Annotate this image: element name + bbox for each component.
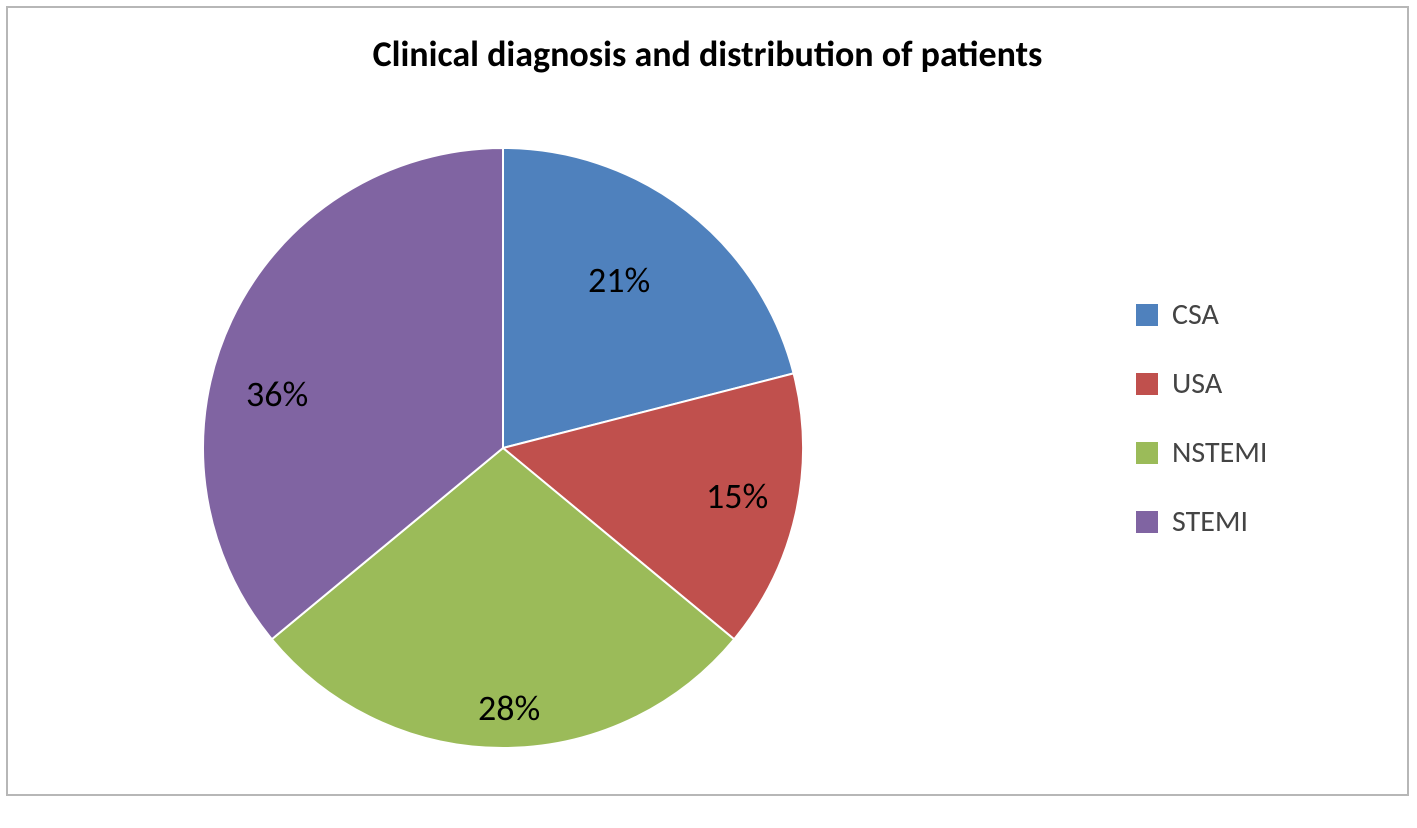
legend-swatch-stemi — [1136, 511, 1158, 533]
legend-label-csa: CSA — [1172, 296, 1219, 333]
legend-item-stemi: STEMI — [1136, 503, 1267, 540]
legend: CSA USA NSTEMI STEMI — [1136, 296, 1267, 572]
legend-item-nstemi: NSTEMI — [1136, 434, 1267, 471]
legend-item-csa: CSA — [1136, 296, 1267, 333]
pie-label-nstemi: 28% — [478, 686, 540, 730]
legend-swatch-csa — [1136, 304, 1158, 326]
legend-label-nstemi: NSTEMI — [1172, 434, 1267, 471]
legend-item-usa: USA — [1136, 365, 1267, 402]
legend-label-stemi: STEMI — [1172, 503, 1248, 540]
pie-label-usa: 15% — [706, 474, 768, 518]
pie-label-stemi: 36% — [246, 372, 308, 416]
legend-label-usa: USA — [1172, 365, 1222, 402]
chart-frame: Clinical diagnosis and distribution of p… — [6, 6, 1409, 796]
pie-label-csa: 21% — [588, 258, 650, 302]
legend-swatch-nstemi — [1136, 442, 1158, 464]
legend-swatch-usa — [1136, 373, 1158, 395]
